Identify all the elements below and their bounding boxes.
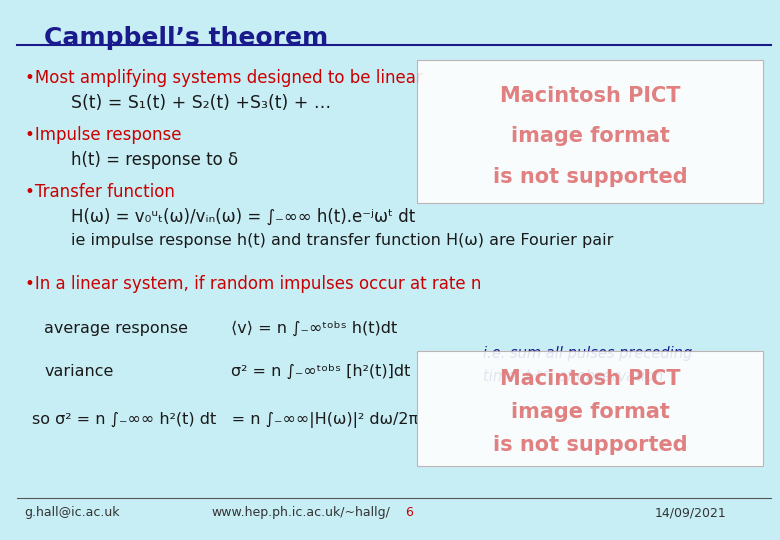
Text: variance: variance [44, 364, 114, 379]
Text: ie impulse response h(t) and transfer function H(ω) are Fourier pair: ie impulse response h(t) and transfer fu… [71, 233, 614, 248]
Text: •Transfer function: •Transfer function [25, 183, 175, 201]
Text: is not supported: is not supported [493, 167, 687, 187]
FancyBboxPatch shape [417, 350, 763, 466]
Text: H(ω) = v₀ᵘₜ(ω)/vᵢₙ(ω) = ∫₋∞∞ h(t).e⁻ʲωᵗ dt: H(ω) = v₀ᵘₜ(ω)/vᵢₙ(ω) = ∫₋∞∞ h(t).e⁻ʲωᵗ … [71, 208, 416, 226]
Text: so σ² = n ∫₋∞∞ h²(t) dt   = n ∫₋∞∞|H(ω)|² dω/2π: so σ² = n ∫₋∞∞ h²(t) dt = n ∫₋∞∞|H(ω)|² … [33, 413, 419, 428]
Text: g.hall@ic.ac.uk: g.hall@ic.ac.uk [25, 507, 120, 519]
Text: www.hep.ph.ic.ac.uk/~hallg/: www.hep.ph.ic.ac.uk/~hallg/ [211, 507, 390, 519]
Text: h(t) = response to δ: h(t) = response to δ [71, 151, 239, 168]
Text: image format: image format [511, 402, 669, 422]
Text: •In a linear system, if random impulses occur at rate n: •In a linear system, if random impulses … [25, 275, 481, 293]
Text: is not supported: is not supported [493, 435, 687, 455]
Text: 6: 6 [406, 507, 413, 519]
Text: σ² = n ∫₋∞ᵗᵒᵇˢ [h²(t)]dt: σ² = n ∫₋∞ᵗᵒᵇˢ [h²(t)]dt [231, 364, 410, 379]
FancyBboxPatch shape [417, 60, 763, 203]
Text: •Impulse response: •Impulse response [25, 126, 181, 144]
Text: image format: image format [511, 126, 669, 146]
Text: 14/09/2021: 14/09/2021 [654, 507, 726, 519]
Text: time, t₀ᵇˢ, of observation: time, t₀ᵇˢ, of observation [484, 369, 664, 384]
Text: Macintosh PICT: Macintosh PICT [500, 369, 680, 389]
Text: i.e. sum all pulses preceding: i.e. sum all pulses preceding [484, 346, 693, 361]
Text: ⟨v⟩ = n ∫₋∞ᵗᵒᵇˢ h(t)dt: ⟨v⟩ = n ∫₋∞ᵗᵒᵇˢ h(t)dt [231, 321, 397, 336]
Text: Campbell’s theorem: Campbell’s theorem [44, 25, 328, 50]
Text: S(t) = S₁(t) + S₂(t) +S₃(t) + …: S(t) = S₁(t) + S₂(t) +S₃(t) + … [71, 94, 332, 112]
Text: •Most amplifying systems designed to be linear: •Most amplifying systems designed to be … [25, 69, 423, 86]
Text: average response: average response [44, 321, 188, 336]
Text: Macintosh PICT: Macintosh PICT [500, 86, 680, 106]
